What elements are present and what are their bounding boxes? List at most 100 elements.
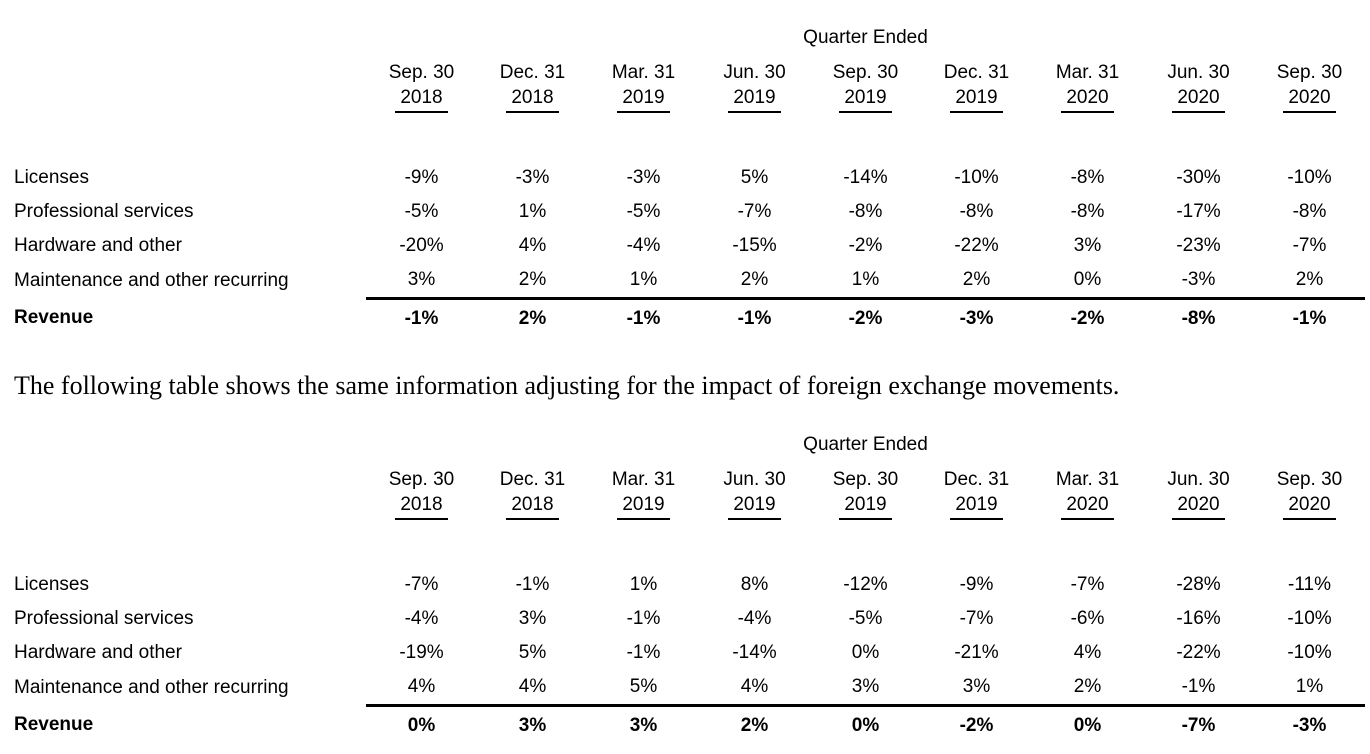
cell-value: -10% xyxy=(1287,642,1332,664)
cell-value: 4% xyxy=(518,235,547,256)
spacer-row xyxy=(10,121,1365,161)
cell-value: -1% xyxy=(699,297,810,338)
cell-value: 3% xyxy=(851,676,880,698)
cell-value: -2% xyxy=(921,704,1032,746)
column-header-year: 2020 xyxy=(1061,494,1114,521)
column-header-period: Jun. 30 xyxy=(723,469,786,491)
column-year-row: 2018 2018 2019 2019 2019 2019 2020 2020 2020 xyxy=(10,86,1365,121)
column-header-year: 2020 xyxy=(1061,87,1114,113)
cell-value: -3% xyxy=(921,297,1032,338)
cell-value: -14% xyxy=(843,167,888,188)
cell-value: -5% xyxy=(404,201,439,222)
cell-value: -20% xyxy=(399,235,444,256)
cell-value: 4% xyxy=(407,676,436,698)
cell-value: -7% xyxy=(959,608,994,630)
column-header-period: Sep. 30 xyxy=(1276,469,1343,491)
cell-value: -1% xyxy=(626,608,661,630)
cell-value: 5% xyxy=(629,676,658,698)
cell-value: 4% xyxy=(740,676,769,698)
column-header-year: 2019 xyxy=(839,87,892,113)
cell-value: -8% xyxy=(959,201,994,222)
column-header-year: 2018 xyxy=(395,87,448,113)
column-header-year: 2019 xyxy=(728,494,781,521)
column-header-period: Mar. 31 xyxy=(1055,62,1120,83)
cell-value: 0% xyxy=(1073,269,1102,290)
column-header-year: 2019 xyxy=(728,87,781,113)
cell-value: 0% xyxy=(366,704,477,746)
cell-value: -14% xyxy=(732,642,777,664)
cell-value: 0% xyxy=(1032,704,1143,746)
row-label: Maintenance and other recurring xyxy=(14,676,289,698)
row-label: Licenses xyxy=(14,167,89,188)
intro-text: The following table shows the same infor… xyxy=(14,371,1120,400)
cell-value: -8% xyxy=(848,201,883,222)
cell-value: 2% xyxy=(962,269,991,290)
column-header-period: Mar. 31 xyxy=(1055,469,1120,491)
cell-value: 3% xyxy=(1073,235,1102,256)
cell-value: -21% xyxy=(954,642,999,664)
cell-value: -10% xyxy=(1287,608,1332,630)
row-label: Professional services xyxy=(14,201,194,222)
column-header-period: Sep. 30 xyxy=(832,469,899,491)
cell-value: -9% xyxy=(959,574,994,596)
cell-value: 5% xyxy=(518,642,547,664)
row-label: Professional services xyxy=(14,608,194,630)
cell-value: -6% xyxy=(1070,608,1105,630)
column-year-row: 2018 2018 2019 2019 2019 2019 2020 2020 2020 xyxy=(10,493,1365,528)
column-header-period: Dec. 31 xyxy=(499,62,566,83)
cell-value: -22% xyxy=(1176,642,1221,664)
cell-value: 2% xyxy=(477,297,588,338)
cell-value: -3% xyxy=(626,167,661,188)
column-period-row: Sep. 30 Dec. 31 Mar. 31 Jun. 30 Sep. 30 Dec. … xyxy=(10,50,1365,86)
cell-value: 1% xyxy=(518,201,547,222)
cell-value: -7% xyxy=(1070,574,1105,596)
cell-value: -1% xyxy=(626,642,661,664)
table-title: Quarter Ended xyxy=(803,27,928,48)
cell-value: -4% xyxy=(404,608,439,630)
cell-value: -4% xyxy=(626,235,661,256)
column-header-year: 2019 xyxy=(617,494,670,521)
column-header-period: Sep. 30 xyxy=(1276,62,1343,83)
column-header-period: Mar. 31 xyxy=(611,469,676,491)
document-page: Quarter Ended Sep. 30 Dec. 31 Mar. 31 Jun. 3… xyxy=(0,18,1370,746)
cell-value: 4% xyxy=(518,676,547,698)
cell-value: 5% xyxy=(740,167,769,188)
cell-value: 2% xyxy=(1073,676,1102,698)
table-row: Licenses -7% -1% 1% 8% -12% -9% -7% -28% -11% xyxy=(10,568,1365,602)
cell-value: 1% xyxy=(851,269,880,290)
cell-value: -7% xyxy=(1143,704,1254,746)
cell-value: 2% xyxy=(1295,269,1324,290)
table-row: Maintenance and other recurring 4% 4% 5% 4% 3… xyxy=(10,670,1365,706)
table-row: Revenue 0% 3% 3% 2% 0% -2% 0% -7% -3% xyxy=(10,704,1365,746)
cell-value: -12% xyxy=(843,574,888,596)
row-label: Licenses xyxy=(14,574,89,596)
cell-value: 4% xyxy=(1073,642,1102,664)
cell-value: -19% xyxy=(399,642,444,664)
cell-value: -11% xyxy=(1288,574,1331,596)
column-header-period: Mar. 31 xyxy=(611,62,676,83)
column-header-year: 2019 xyxy=(839,494,892,521)
cell-value: -8% xyxy=(1292,201,1327,222)
cell-value: -10% xyxy=(1287,167,1332,188)
cell-value: 1% xyxy=(629,574,658,596)
column-header-period: Dec. 31 xyxy=(943,62,1010,83)
column-header-period: Sep. 30 xyxy=(388,62,455,83)
cell-value: -8% xyxy=(1143,297,1254,338)
table-row: Hardware and other -20% 4% -4% -15% -2% -22% 3%… xyxy=(10,229,1365,263)
quarterly-change-table-fx-adjusted: Quarter Ended Sep. 30 Dec. 31 Mar. 31 Jun. 3… xyxy=(10,425,1365,746)
cell-value: 2% xyxy=(740,269,769,290)
column-header-period: Dec. 31 xyxy=(943,469,1010,491)
cell-value: -1% xyxy=(1254,297,1365,338)
cell-value: 3% xyxy=(407,269,436,290)
table-row: Revenue -1% 2% -1% -1% -2% -3% -2% -8% -1% xyxy=(10,297,1365,338)
row-label: Hardware and other xyxy=(14,642,182,664)
column-header-year: 2019 xyxy=(617,87,670,113)
row-label: Revenue xyxy=(14,307,94,329)
cell-value: -2% xyxy=(1032,297,1143,338)
column-header-year: 2018 xyxy=(506,494,559,521)
column-period-row: Sep. 30 Dec. 31 Mar. 31 Jun. 30 Sep. 30 Dec. … xyxy=(10,457,1365,493)
column-header-period: Sep. 30 xyxy=(388,469,455,491)
cell-value: -4% xyxy=(737,608,772,630)
cell-value: -5% xyxy=(626,201,661,222)
column-header-year: 2018 xyxy=(506,87,559,113)
